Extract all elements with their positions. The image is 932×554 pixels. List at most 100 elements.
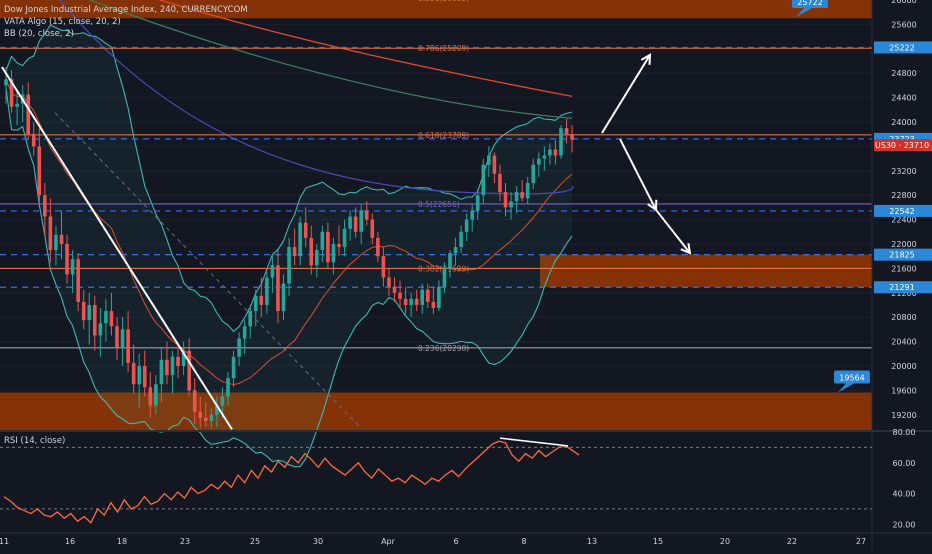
candle-body	[292, 247, 297, 257]
candle-body	[115, 326, 119, 348]
price-tick: 24800	[891, 69, 916, 78]
candle-body	[54, 234, 58, 251]
price-label-bg	[874, 248, 932, 261]
price-tick: 19600	[891, 386, 916, 395]
candle-body	[192, 390, 197, 412]
candle-body	[26, 94, 30, 135]
candle-body	[448, 253, 452, 269]
candle-body	[309, 237, 314, 266]
rsi-tick: 40.00	[893, 490, 916, 499]
price-label: 25222	[889, 43, 914, 52]
rsi-tick: 20.00	[893, 520, 916, 529]
candle-body	[187, 350, 191, 391]
candle-body	[81, 301, 86, 321]
candle-body	[370, 219, 375, 238]
rsi-legend: RSI (14, close)	[4, 436, 66, 446]
candle-body	[403, 298, 408, 305]
rsi-tick: 60.00	[893, 459, 916, 468]
candle-body	[37, 146, 42, 196]
fib-label: 0.618(23789)	[418, 131, 469, 140]
candle-body	[259, 295, 264, 305]
candle-body	[76, 259, 80, 302]
rsi-divergence-line	[499, 437, 569, 447]
time-tick: 22	[787, 537, 797, 546]
candle-body	[381, 256, 386, 278]
callout-pointer	[796, 7, 812, 17]
bullish-arrow-head	[640, 53, 652, 65]
candle-body	[253, 295, 258, 312]
time-tick: 6	[453, 537, 458, 546]
price-tick: 20800	[891, 313, 916, 322]
candle-body	[525, 182, 530, 199]
fib-label: 0.786(25209)	[418, 44, 469, 53]
candle-body	[359, 210, 363, 232]
legend-bb: BB (20, close, 2)	[4, 29, 74, 39]
candle-body	[376, 237, 380, 257]
candle-body	[426, 289, 430, 302]
time-tick: 8	[521, 537, 526, 546]
candle-body	[492, 155, 497, 174]
price-label-bg	[874, 281, 932, 294]
candle-body	[231, 356, 236, 379]
callout-label: 25722	[797, 0, 822, 7]
price-tick: 24400	[891, 94, 916, 103]
candle-body	[9, 79, 14, 107]
candle-body	[70, 259, 75, 275]
candle-body	[87, 304, 92, 321]
candle-body	[65, 243, 69, 275]
price-tick: 22000	[891, 240, 916, 249]
candle-body	[464, 219, 469, 232]
bullish-arrow	[601, 54, 651, 134]
candle-body	[43, 195, 47, 217]
candle-body	[120, 329, 125, 348]
candle-body	[431, 301, 436, 309]
candle-body	[93, 304, 97, 336]
candle-body	[364, 210, 369, 220]
candle-body	[265, 277, 269, 305]
candle-body	[342, 228, 347, 248]
candle-body	[570, 134, 574, 140]
candle-body	[303, 222, 308, 238]
candle-body	[215, 405, 219, 415]
price-label-bg	[874, 139, 932, 152]
candle-body	[470, 210, 474, 220]
callout-bg	[792, 0, 828, 8]
rsi-line	[3, 440, 580, 524]
candle-body	[176, 356, 180, 366]
rsi-tick: 80.00	[893, 428, 916, 437]
callout-bg	[834, 370, 870, 384]
candle-body	[104, 311, 108, 324]
candle-body	[537, 158, 541, 165]
price-label: 22542	[889, 207, 914, 216]
dashed-trendline	[54, 112, 361, 428]
candle-body	[392, 286, 397, 293]
candle-body	[503, 192, 508, 208]
fib-label: 0.236(20298)	[418, 344, 469, 353]
time-tick: 18	[117, 537, 127, 546]
candle-body	[437, 286, 441, 309]
price-tick: 25600	[891, 20, 916, 29]
candle-body	[126, 329, 130, 363]
candle-body	[281, 283, 286, 312]
candle-body	[520, 192, 524, 199]
price-tick: 23200	[891, 167, 916, 176]
price-tick: 24000	[891, 118, 916, 127]
candle-body	[170, 356, 175, 376]
fib-label: 0.886(26032)	[418, 0, 469, 3]
candle-body	[287, 247, 291, 284]
candle-body	[198, 411, 203, 418]
time-tick: 20	[720, 537, 730, 546]
candle-body	[420, 289, 425, 305]
price-label-bg	[874, 41, 932, 54]
candle-body	[248, 311, 252, 327]
candle-body	[270, 265, 275, 278]
candle-body	[475, 195, 480, 211]
candle-body	[154, 384, 158, 406]
candle-body	[320, 231, 325, 251]
supply-demand-zone	[0, 0, 872, 19]
candle-body	[204, 417, 208, 421]
price-tick: 20000	[891, 362, 916, 371]
candle-body	[15, 103, 19, 107]
price-tick: 19200	[891, 411, 916, 420]
